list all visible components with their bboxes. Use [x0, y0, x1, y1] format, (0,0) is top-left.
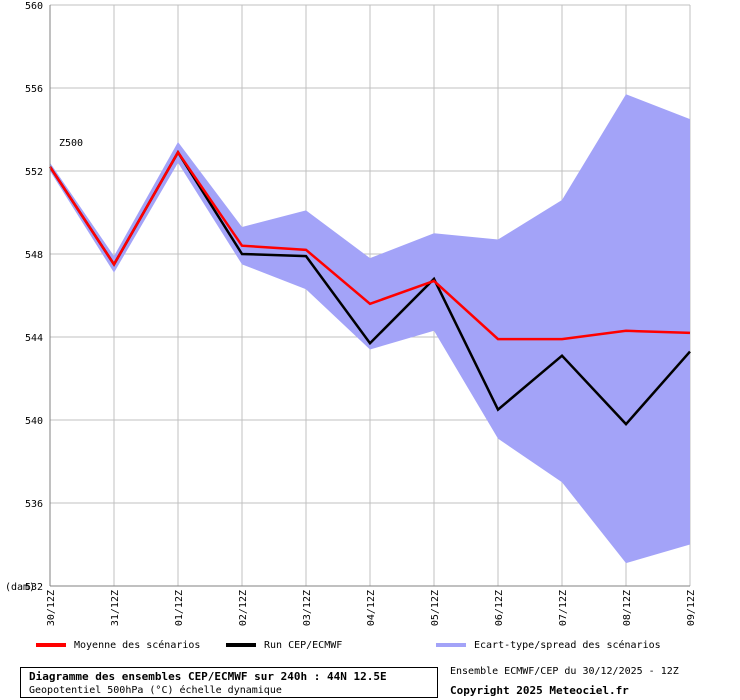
series-label: Z500 [59, 138, 83, 149]
spread-band [50, 94, 690, 564]
y-tick-label: 536 [25, 499, 43, 510]
ensemble-info: Ensemble ECMWF/CEP du 30/12/2025 - 12Z [450, 666, 679, 677]
legend-spread-label: Ecart-type/spread des scénarios [474, 640, 661, 651]
legend-run: Run CEP/ECMWF [226, 640, 342, 651]
y-tick-labels: 532 536 540 544 548 552 556 560 [25, 1, 43, 593]
chart-title: Diagramme des ensembles CEP/ECMWF sur 24… [29, 670, 387, 683]
x-tick-label: 03/12Z [302, 590, 313, 626]
run-swatch [226, 643, 256, 647]
y-tick-label: 544 [25, 333, 43, 344]
y-tick-label: 532 [25, 582, 43, 593]
x-tick-label: 04/12Z [366, 590, 377, 626]
title-box: Diagramme des ensembles CEP/ECMWF sur 24… [20, 667, 438, 698]
chart-subtitle: Geopotentiel 500hPa (°C) échelle dynamiq… [29, 685, 282, 696]
copyright: Copyright 2025 Meteociel.fr [450, 684, 629, 697]
x-tick-label: 30/12Z [46, 590, 57, 626]
x-tick-label: 07/12Z [558, 590, 569, 626]
mean-line [48, 149, 691, 341]
legend-mean-label: Moyenne des scénarios [74, 640, 201, 651]
spread-swatch [436, 643, 466, 647]
legend-run-label: Run CEP/ECMWF [264, 640, 343, 651]
axes [49, 5, 690, 587]
x-tick-label: 02/12Z [238, 590, 249, 626]
x-tick-label: 06/12Z [494, 590, 505, 626]
y-tick-label: 548 [25, 250, 43, 261]
mean-swatch [36, 643, 66, 647]
x-tick-label: 01/12Z [174, 590, 185, 626]
y-tick-label: 560 [25, 1, 43, 12]
y-tick-label: 552 [25, 167, 43, 178]
unit-label: (dam) [5, 582, 35, 593]
x-tick-label: 09/12Z [686, 590, 697, 626]
x-tick-label: 08/12Z [622, 590, 633, 626]
legend-spread: Ecart-type/spread des scénarios [436, 640, 661, 651]
y-tick-label: 556 [25, 84, 43, 95]
x-tick-label: 31/12Z [110, 590, 121, 626]
ensemble-chart: 532 536 540 544 548 552 556 560 30/12Z 31/12Z 01/… [5, 1, 697, 626]
y-tick-label: 540 [25, 416, 43, 427]
legend-mean: Moyenne des scénarios [36, 640, 200, 651]
x-tick-label: 05/12Z [430, 590, 441, 626]
x-tick-labels: 30/12Z 31/12Z 01/12Z 02/12Z 03/12Z 04/12Z 05/1… [46, 590, 697, 626]
